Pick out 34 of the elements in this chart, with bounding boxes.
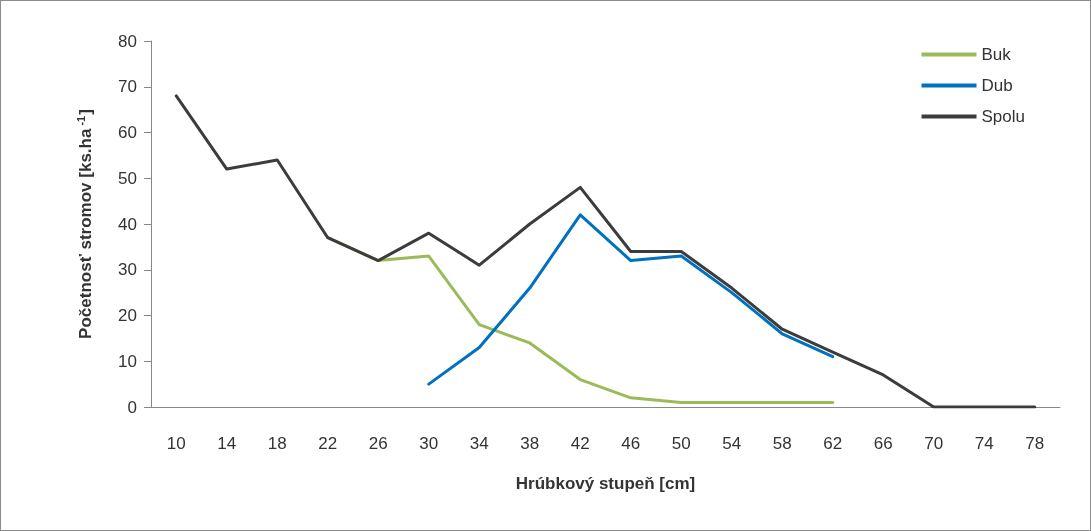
legend-label: Buk [981, 45, 1012, 64]
y-tick-label: 80 [118, 31, 137, 51]
x-tick-label: 14 [217, 434, 237, 453]
x-tick-label: 66 [873, 434, 893, 453]
x-tick-label: 22 [318, 434, 338, 453]
x-tick-label: 62 [823, 434, 843, 453]
x-tick-label: 54 [722, 434, 742, 453]
y-tick-label: 50 [118, 168, 137, 188]
y-tick-label: 20 [118, 306, 137, 325]
x-tick-label: 46 [621, 434, 641, 453]
line-series [174, 94, 1037, 409]
x-tick-label: 10 [166, 434, 186, 453]
y-tick-label: 10 [118, 351, 137, 371]
legend-label: Dub [981, 76, 1013, 95]
y-axis-title: Početnosť stromov [ks.ha-1] [74, 109, 95, 339]
x-tick-label: 58 [772, 434, 792, 453]
x-tick-label: 74 [974, 434, 994, 453]
y-tick-label: 70 [118, 77, 137, 97]
x-tick-label: 26 [368, 434, 388, 453]
legend-label: Spolu [981, 107, 1025, 126]
x-tick-label: 34 [469, 434, 489, 453]
x-tick-label: 38 [520, 434, 540, 453]
x-tick-label: 30 [419, 434, 439, 453]
x-tick-label: 42 [570, 434, 590, 453]
x-tick-label: 50 [671, 434, 691, 453]
x-tick-label: 18 [267, 434, 287, 453]
x-tick-label: 78 [1025, 434, 1045, 453]
y-tick-label: 40 [118, 214, 137, 234]
line-series [427, 213, 835, 386]
x-axis-title: Hrúbkový stupeň [cm] [515, 474, 696, 493]
y-tick-label: 0 [127, 397, 137, 417]
y-tick-label: 30 [118, 260, 137, 280]
y-tick-label: 60 [118, 123, 137, 142]
x-tick-label: 70 [924, 434, 944, 453]
